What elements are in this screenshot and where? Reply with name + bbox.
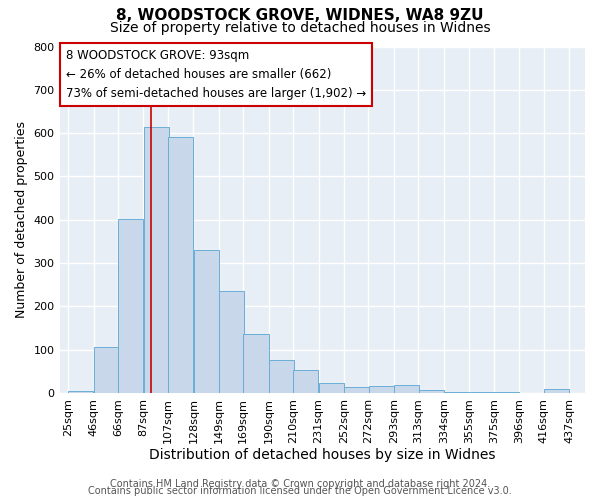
Bar bbox=[344, 388, 370, 393]
Text: Size of property relative to detached houses in Widnes: Size of property relative to detached ho… bbox=[110, 21, 490, 35]
Bar bbox=[494, 392, 519, 393]
Bar bbox=[269, 360, 294, 393]
Bar bbox=[444, 392, 469, 393]
Bar bbox=[319, 382, 344, 393]
Bar bbox=[68, 391, 94, 393]
Bar bbox=[368, 386, 394, 393]
Bar bbox=[94, 346, 119, 393]
Bar bbox=[194, 250, 218, 393]
Text: Contains HM Land Registry data © Crown copyright and database right 2024.: Contains HM Land Registry data © Crown c… bbox=[110, 479, 490, 489]
Text: Contains public sector information licensed under the Open Government Licence v3: Contains public sector information licen… bbox=[88, 486, 512, 496]
Bar bbox=[470, 392, 495, 393]
Text: 8 WOODSTOCK GROVE: 93sqm
← 26% of detached houses are smaller (662)
73% of semi-: 8 WOODSTOCK GROVE: 93sqm ← 26% of detach… bbox=[65, 48, 366, 100]
Bar bbox=[244, 334, 269, 393]
Y-axis label: Number of detached properties: Number of detached properties bbox=[15, 121, 28, 318]
Bar bbox=[544, 390, 569, 393]
Bar bbox=[168, 136, 193, 393]
Bar bbox=[394, 385, 419, 393]
Bar bbox=[118, 219, 143, 393]
Bar bbox=[219, 291, 244, 393]
Text: 8, WOODSTOCK GROVE, WIDNES, WA8 9ZU: 8, WOODSTOCK GROVE, WIDNES, WA8 9ZU bbox=[116, 8, 484, 22]
X-axis label: Distribution of detached houses by size in Widnes: Distribution of detached houses by size … bbox=[149, 448, 496, 462]
Bar bbox=[419, 390, 444, 393]
Bar bbox=[143, 127, 169, 393]
Bar bbox=[293, 370, 319, 393]
